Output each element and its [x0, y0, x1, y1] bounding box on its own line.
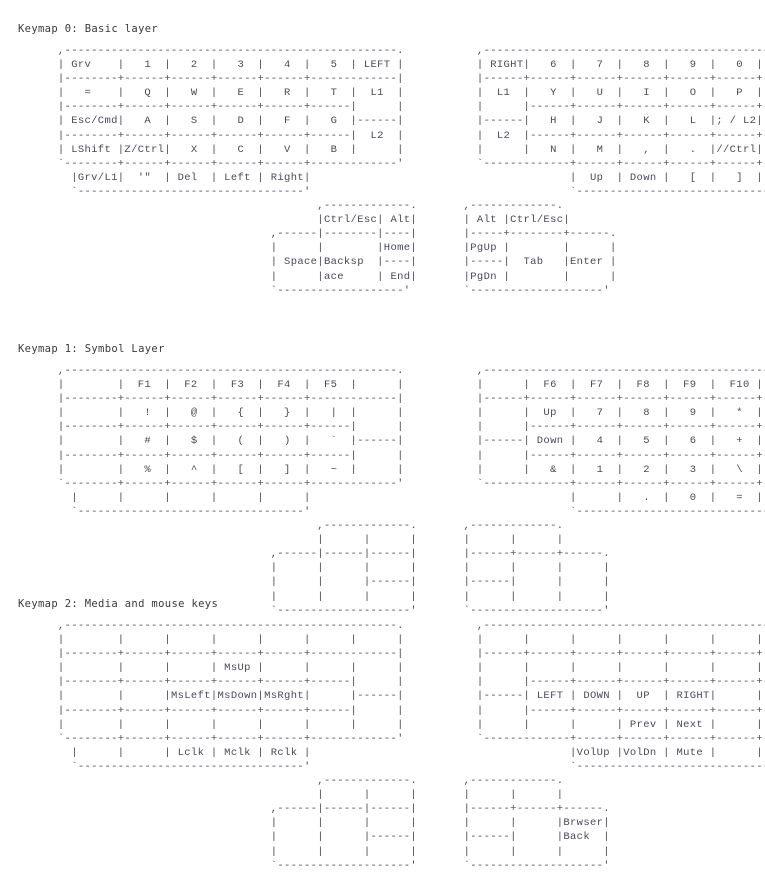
keymap-ascii-art-2: ,---------------------------------------… [57, 620, 765, 872]
keymap-ascii-art-1: ,---------------------------------------… [57, 365, 765, 617]
keymap-section-2: Keymap 2: Media and mouse keys ,--------… [18, 597, 765, 873]
keymap-title-0: Keymap 0: Basic layer [18, 23, 159, 35]
keymap-section-1: Keymap 1: Symbol Layer ,----------------… [18, 342, 765, 618]
keymap-title-1: Keymap 1: Symbol Layer [18, 343, 165, 355]
keymap-ascii-art-0: ,---------------------------------------… [57, 45, 765, 297]
keymap-section-0: Keymap 0: Basic layer ,-----------------… [18, 22, 765, 298]
keymap-title-2: Keymap 2: Media and mouse keys [18, 598, 219, 610]
